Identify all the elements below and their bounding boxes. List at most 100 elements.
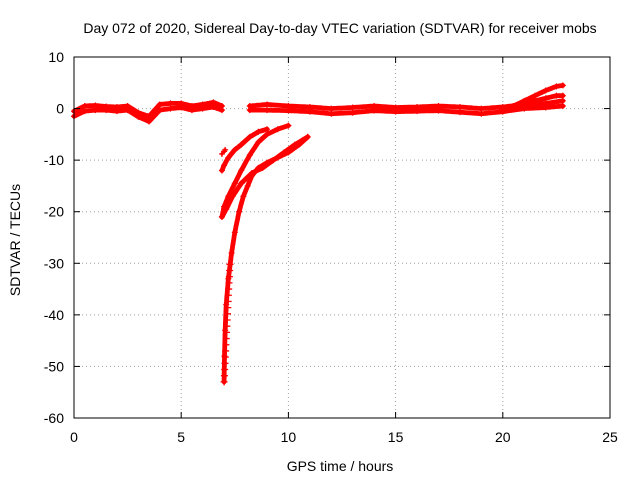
data-point-marker xyxy=(220,372,228,380)
series-arc-c xyxy=(218,133,311,220)
series-band xyxy=(219,134,311,220)
x-tick-label: 20 xyxy=(495,429,511,445)
data-point-marker xyxy=(392,108,399,115)
data-point-marker xyxy=(270,157,277,164)
data-point-marker xyxy=(559,92,566,99)
data-point-marker xyxy=(478,105,485,112)
data-point-marker xyxy=(559,82,566,89)
data-point-marker xyxy=(521,101,528,108)
data-point-marker xyxy=(499,108,506,115)
data-point-marker xyxy=(103,107,110,114)
data-point-marker xyxy=(542,87,549,94)
data-point-marker xyxy=(281,149,288,156)
data-point-marker xyxy=(222,335,230,343)
data-point-marker xyxy=(225,285,233,293)
data-point-marker xyxy=(221,162,228,169)
data-point-marker xyxy=(542,104,549,111)
y-tick-label: 0 xyxy=(56,101,64,117)
data-point-marker xyxy=(285,107,292,114)
data-point-marker xyxy=(238,180,245,187)
data-point-marker xyxy=(81,102,88,109)
data-point-marker xyxy=(225,279,233,287)
data-point-marker xyxy=(248,170,255,177)
data-point-marker xyxy=(456,104,463,111)
y-tick-label: -60 xyxy=(44,410,64,426)
data-point-marker xyxy=(531,97,538,104)
plot-frame xyxy=(73,56,611,419)
data-point-marker xyxy=(255,139,262,146)
data-point-marker xyxy=(559,102,566,109)
x-axis-label: GPS time / hours xyxy=(287,458,394,474)
data-point-marker xyxy=(553,92,560,99)
y-tick-label: -20 xyxy=(44,204,64,220)
data-point-marker xyxy=(135,113,142,120)
data-point-marker xyxy=(456,109,463,116)
data-point-marker xyxy=(221,353,228,360)
series-arc-b xyxy=(218,126,270,174)
data-point-marker xyxy=(255,128,262,135)
data-point-marker xyxy=(223,206,230,213)
data-point-marker xyxy=(225,273,233,281)
series-short-stub xyxy=(218,146,229,157)
data-point-marker xyxy=(349,109,356,116)
axis-layer xyxy=(73,56,611,419)
data-point-marker xyxy=(553,83,560,90)
data-point-marker xyxy=(225,154,232,161)
x-tick-label: 5 xyxy=(177,429,185,445)
data-point-marker xyxy=(291,141,298,148)
data-point-marker xyxy=(240,193,247,200)
data-point-marker xyxy=(246,133,253,140)
series-band xyxy=(219,126,270,173)
data-point-marker xyxy=(218,213,225,220)
y-tick-label: -50 xyxy=(44,358,64,374)
data-point-marker xyxy=(263,101,270,108)
data-point-marker xyxy=(224,304,232,312)
data-point-marker xyxy=(231,146,238,153)
data-point-marker xyxy=(222,341,230,349)
data-point-marker xyxy=(226,260,234,268)
data-point-marker xyxy=(328,105,335,112)
data-point-marker xyxy=(224,291,232,299)
data-point-marker xyxy=(218,167,225,174)
data-point-marker xyxy=(156,107,163,114)
data-point-marker xyxy=(559,97,566,104)
data-point-marker xyxy=(210,104,217,111)
data-point-marker xyxy=(223,310,231,318)
data-point-marker xyxy=(220,378,228,386)
y-tick-label: -10 xyxy=(44,152,64,168)
chart-title: Day 072 of 2020, Sidereal Day-to-day VTE… xyxy=(83,20,596,36)
data-point-marker xyxy=(244,182,251,189)
data-point-marker xyxy=(167,100,174,107)
x-tick-label: 15 xyxy=(388,429,404,445)
data-point-marker xyxy=(223,328,231,336)
series-late-rise xyxy=(510,82,566,109)
series-main-band-lower-edge xyxy=(71,104,225,125)
data-point-marker xyxy=(218,107,225,114)
data-point-marker xyxy=(238,141,245,148)
data-point-marker xyxy=(223,316,231,324)
series-main-band-2-lower-edge xyxy=(246,102,566,117)
data-point-marker xyxy=(124,107,131,114)
data-point-marker xyxy=(259,164,266,171)
data-point-marker xyxy=(246,107,253,114)
data-point-marker xyxy=(285,122,292,129)
data-point-marker xyxy=(263,107,270,114)
data-point-marker xyxy=(226,267,234,275)
data-point-marker xyxy=(222,347,230,355)
y-axis-label: SDTVAR / TECUs xyxy=(7,184,23,296)
series-band xyxy=(247,103,566,117)
y-tick-label: 10 xyxy=(48,49,64,65)
data-point-marker xyxy=(306,108,313,115)
data-point-marker xyxy=(414,108,421,115)
data-point-marker xyxy=(81,108,88,115)
data-point-marker xyxy=(274,126,281,133)
data-point-marker xyxy=(229,193,236,200)
y-tick-label: -30 xyxy=(44,255,64,271)
data-point-marker xyxy=(371,107,378,114)
data-point-marker xyxy=(113,108,120,115)
data-point-marker xyxy=(246,151,253,158)
data-point-marker xyxy=(221,366,229,374)
data-point-marker xyxy=(231,180,238,187)
data-point-marker xyxy=(542,95,549,102)
data-point-marker xyxy=(156,101,163,108)
